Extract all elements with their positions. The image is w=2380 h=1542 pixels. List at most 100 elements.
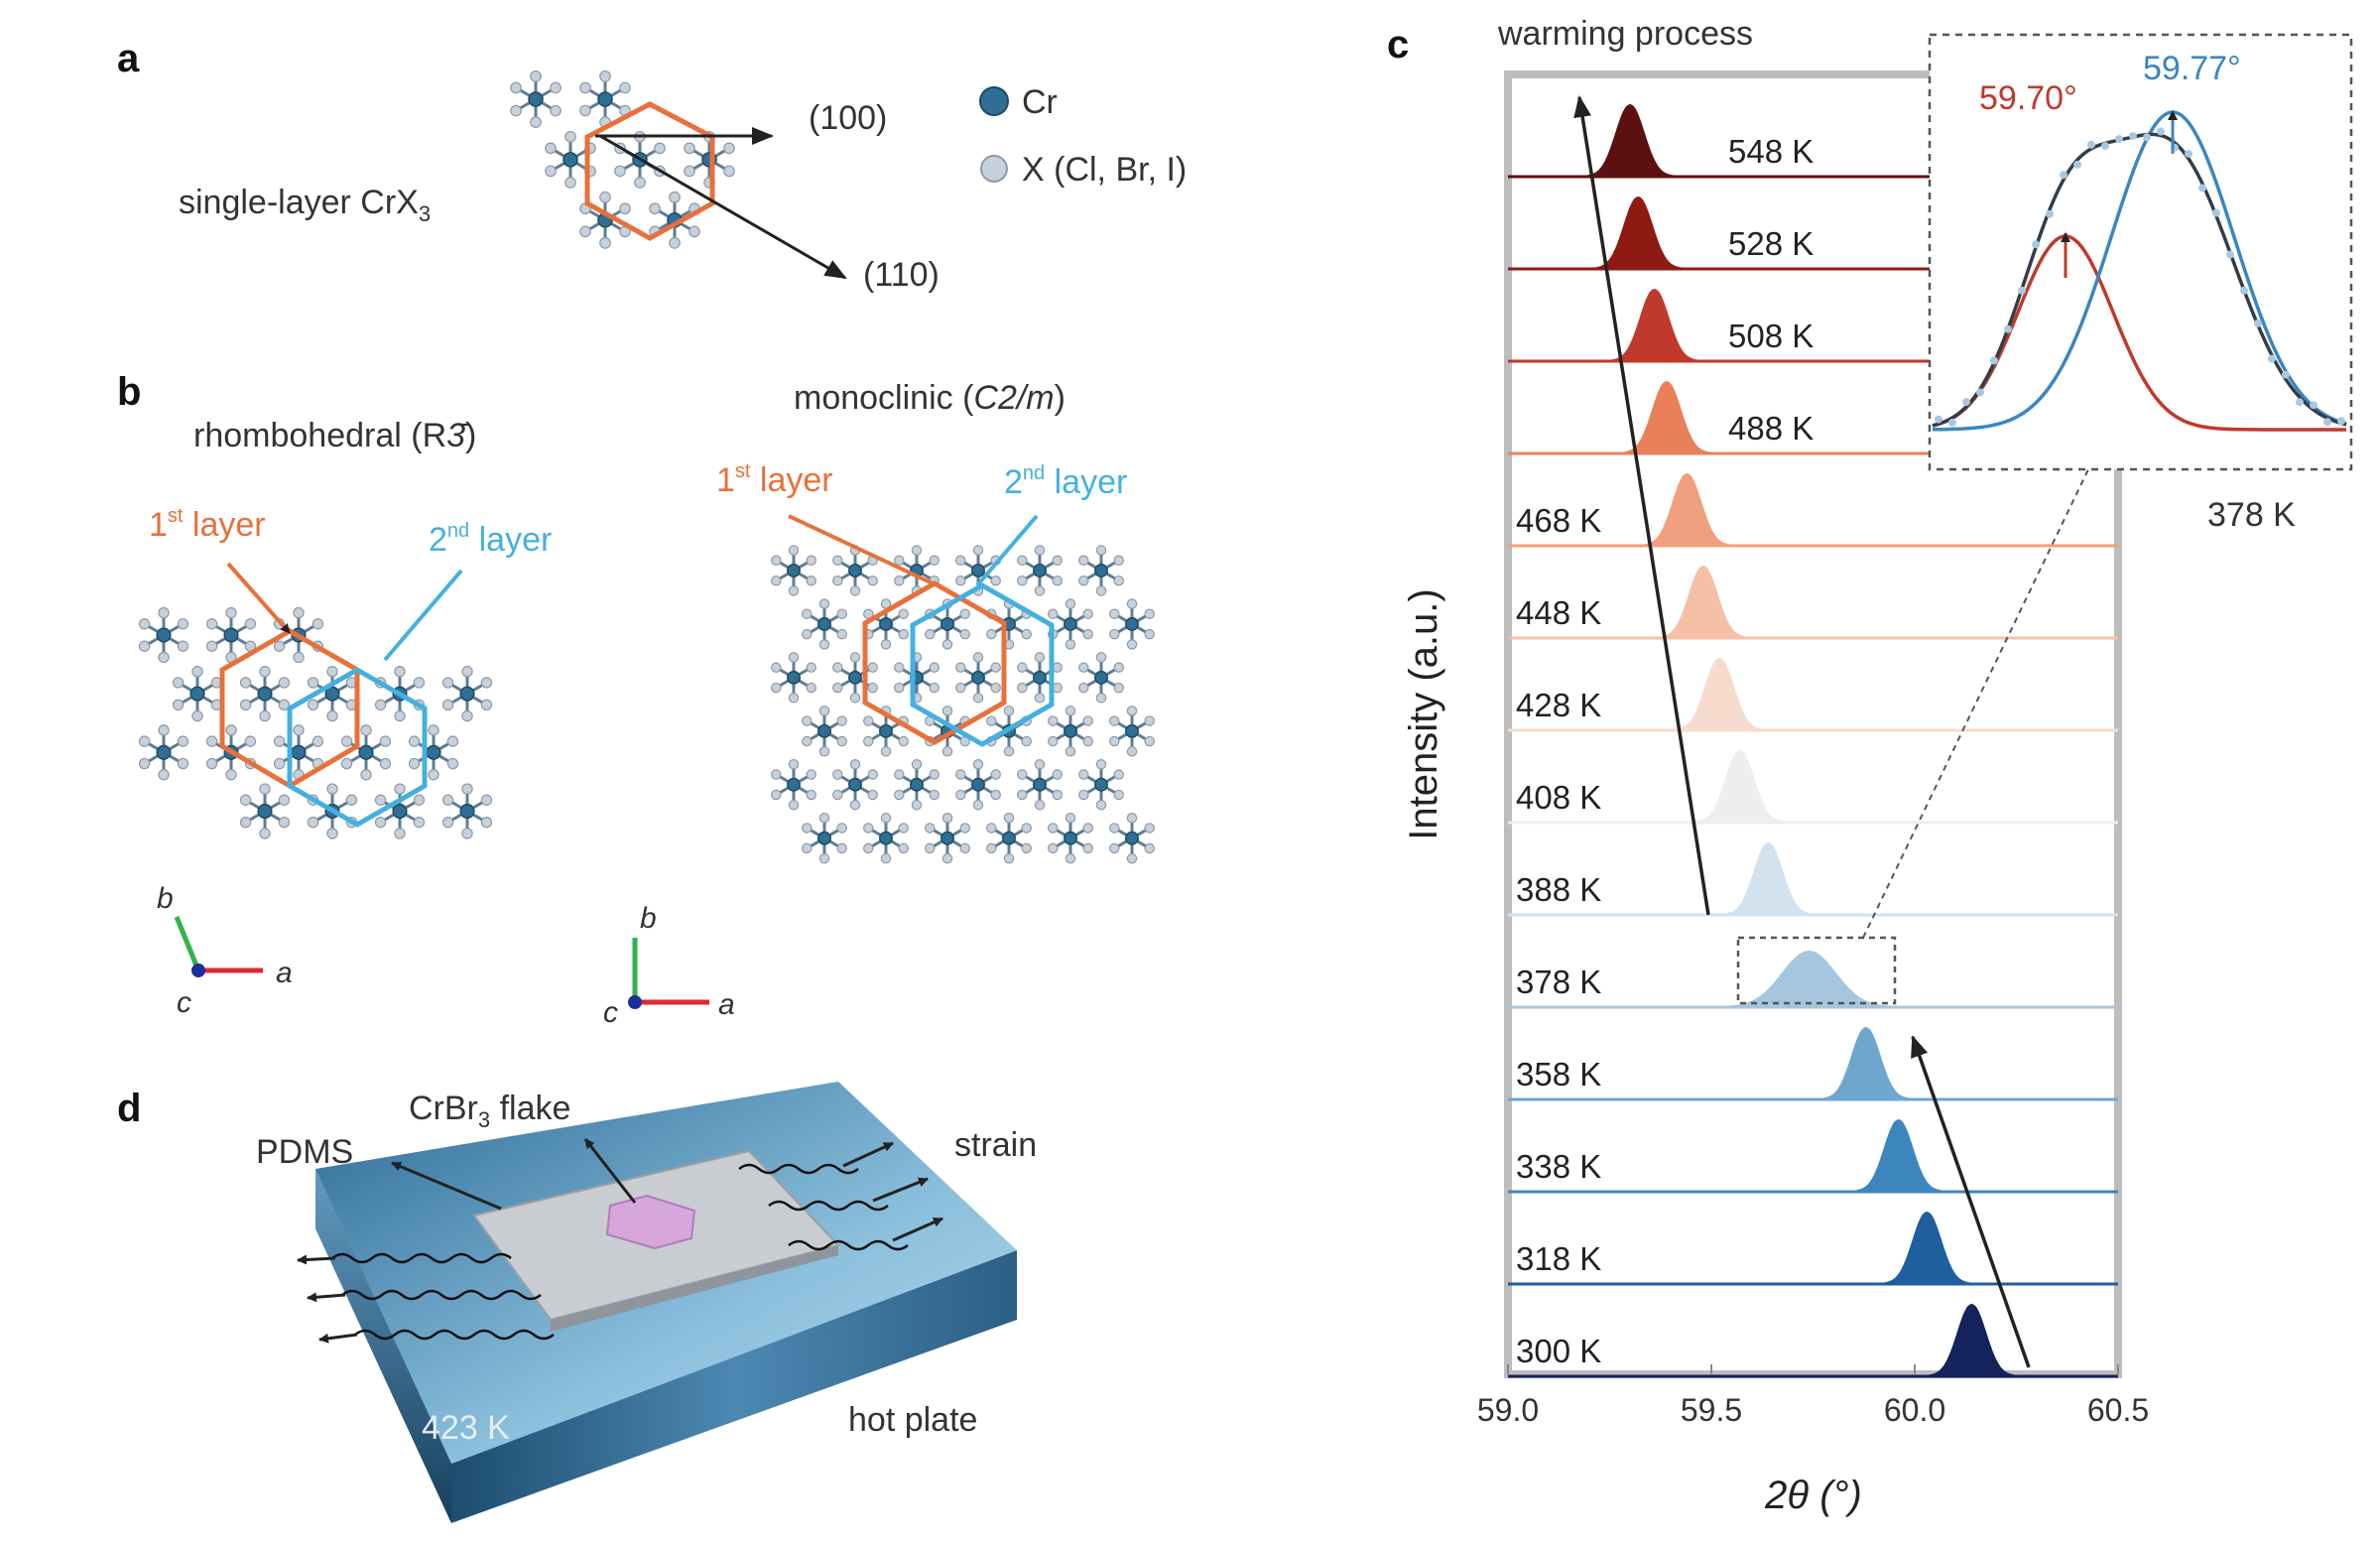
x-atom [599,237,611,249]
temp-label: 358 K [1516,1056,1601,1092]
x-atom [1095,652,1107,663]
x-atom [959,628,970,640]
inset-panel: 59.70° 59.77° [1928,33,2353,471]
x-atom [441,794,454,806]
x-atom [191,666,203,678]
x-atom [158,651,170,664]
x-atom [1144,823,1155,834]
x-atom [394,783,406,795]
x-atom [849,693,861,704]
x-atom [293,651,305,664]
temp-label: 388 K [1516,871,1601,908]
x-atom [480,817,493,829]
cr-atom [189,686,205,702]
x-atom [788,693,800,704]
temp-label: 508 K [1728,318,1814,354]
x-atom [941,746,953,757]
x-atom [986,715,997,726]
x-atom [244,618,257,630]
x-atom [510,81,522,94]
x-atom [312,735,324,747]
x-atom [986,842,997,854]
temp-label: 448 K [1516,594,1601,631]
panel-b-letter: b [117,370,141,414]
x-atom [326,709,338,722]
x-atom [669,237,681,249]
x-atom [205,757,218,770]
temp-label: 408 K [1516,779,1601,816]
second-layer-arrow-right [975,514,1039,587]
x-atom [564,130,576,143]
x-atom [806,682,816,694]
inset-data-point [1935,415,1942,424]
x-atom [836,823,847,834]
cr-atom [1125,831,1139,845]
x-atom [1021,842,1032,854]
x-atom [326,666,338,678]
x-atom [788,545,800,556]
x-atom [530,70,542,82]
x-atom [480,677,493,689]
cr-atom [257,686,273,702]
x-atom [1078,789,1089,801]
x-atom [1003,746,1015,757]
x-atom [1144,608,1155,619]
x-atom [990,662,1001,673]
x-atom [929,555,939,567]
x-atom [1034,799,1046,811]
x-atom [278,699,291,711]
axis-b-label-left: b [157,882,174,915]
x-atom [461,709,473,722]
x-atom [898,823,909,834]
x-atom [138,735,151,747]
x-atom [990,769,1001,780]
hot-plate-side [451,1250,1017,1523]
x-atom [1109,715,1120,726]
x-legend-label: X (Cl, Br, I) [1022,151,1187,189]
x-atom [771,662,782,673]
inset-peak-left-label: 59.70° [1979,79,2077,117]
first-layer-arrow-left [226,562,292,635]
x-atom [1021,823,1032,834]
inset-temp-label: 378 K [2207,496,2296,534]
cr-atom [940,616,954,631]
temp-label: 528 K [1728,225,1814,262]
x-atom [177,735,189,747]
cr-atom [787,777,801,792]
x-atom [480,699,493,711]
x-atom [1095,545,1107,556]
monoclinic-lattice [771,545,1155,864]
cr-atom [848,564,862,578]
x-atom [959,823,970,834]
x-atom [832,575,843,586]
cr-atom [528,91,544,107]
x-atom [771,575,782,586]
inset-peak-right-label: 59.77° [2143,50,2241,87]
axes-triad-right: a b c [603,902,735,1029]
x-atom [510,104,522,117]
x-atom [428,724,439,736]
axes-triad-left: a b c [157,882,293,1019]
x-atom [806,555,816,567]
cr-atom [156,627,172,643]
x-atom [545,165,557,178]
temp-label: 318 K [1516,1240,1601,1277]
x-atom [929,682,939,694]
x-atom [898,842,909,854]
x-atom [894,575,905,586]
x-atom [986,628,997,640]
x-atom [326,828,338,839]
cr-atom [426,744,441,760]
x-atom [340,757,353,770]
cr-atom [817,831,831,845]
x-atom [530,116,542,128]
x-atom [599,191,611,203]
cr-atom [1033,564,1047,578]
x-atom [1113,575,1124,586]
cr-atom [1033,670,1047,685]
cr-atom [459,686,475,702]
x-atom [1113,789,1124,801]
x-atom [408,735,421,747]
x-atom [972,759,984,770]
x-atom [1144,735,1155,747]
